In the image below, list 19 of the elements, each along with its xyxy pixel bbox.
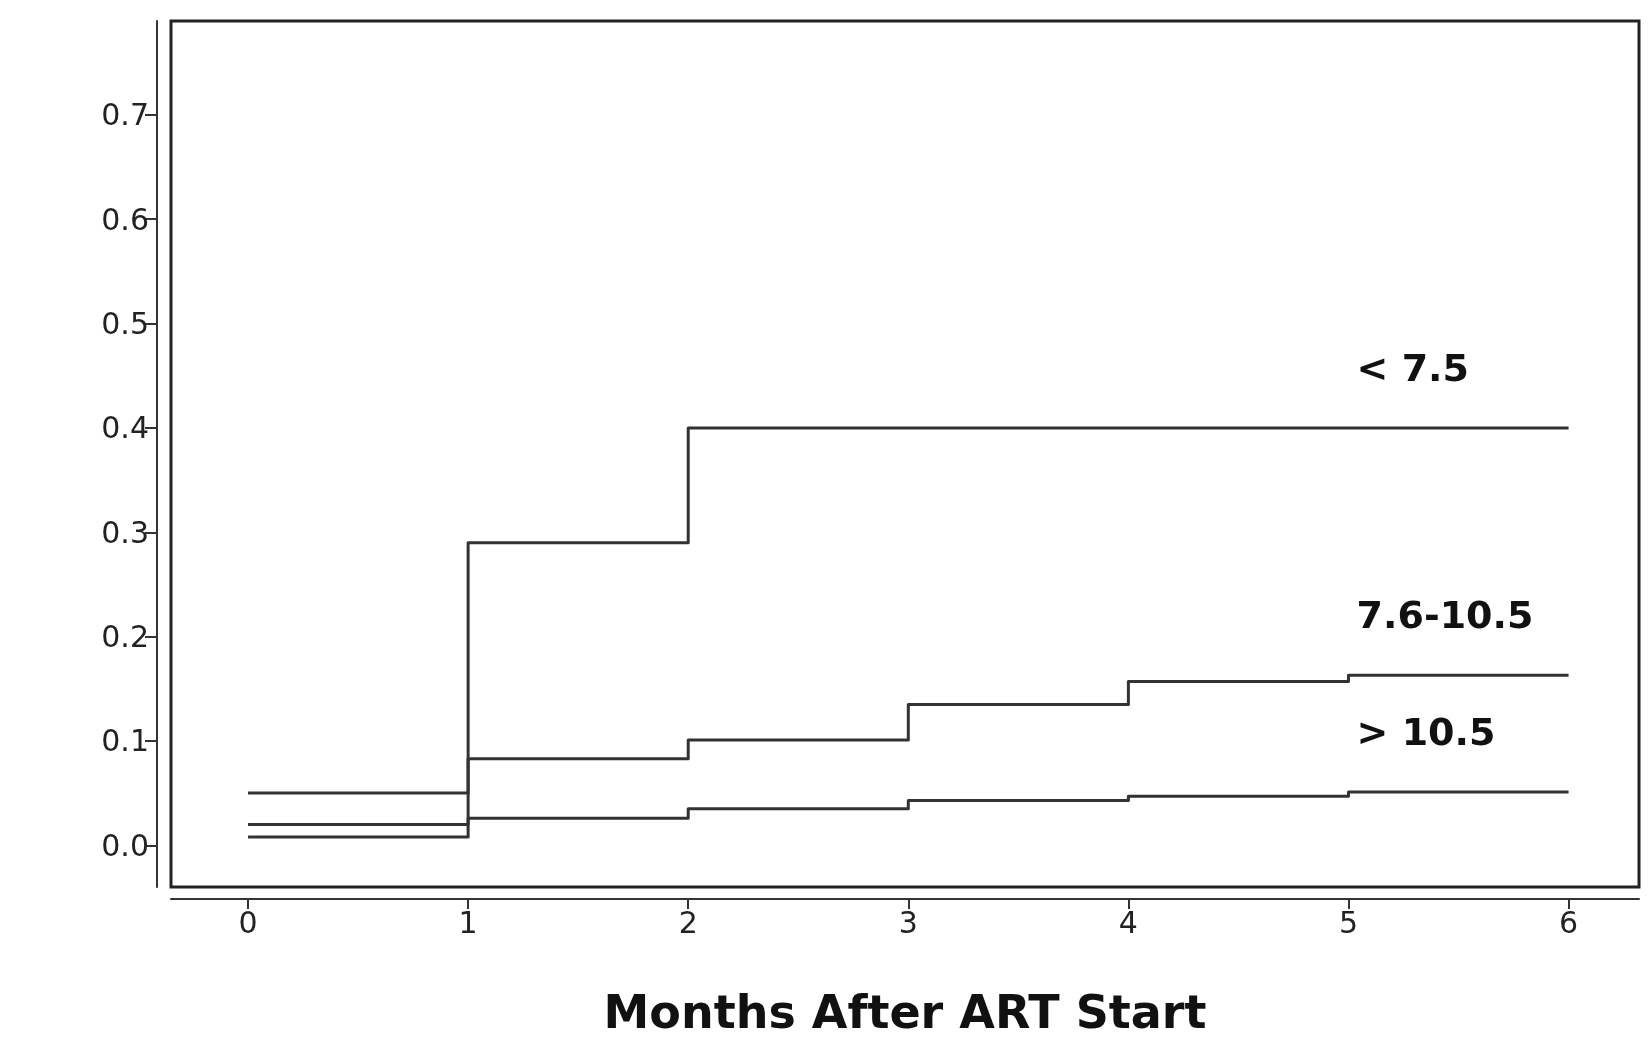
y-tick-label: 0.4 (101, 410, 149, 446)
y-tick-label: 0.3 (101, 514, 149, 550)
y-tick-label: 0.7 (101, 97, 149, 133)
x-tick-label: 6 (1559, 904, 1579, 940)
y-tick-label: 0.2 (101, 619, 149, 655)
series-label: 7.6-10.5 (1356, 593, 1534, 638)
x-tick-label: 2 (678, 904, 698, 940)
y-tick-label: 0.5 (101, 306, 149, 342)
y-tick-label: 0.1 (101, 723, 149, 759)
x-tick-label: 3 (898, 904, 918, 940)
x-tick-label: 5 (1338, 904, 1359, 940)
y-tick-label: 0.6 (101, 201, 149, 237)
x-axis-title: Months After ART Start (603, 985, 1207, 1039)
x-tick-label: 1 (458, 904, 478, 940)
y-tick-label: 0.0 (101, 827, 149, 863)
series-label: < 7.5 (1356, 345, 1469, 390)
x-tick-label: 4 (1118, 904, 1138, 940)
x-tick-label: 0 (238, 904, 258, 940)
series-label: > 10.5 (1356, 710, 1496, 755)
